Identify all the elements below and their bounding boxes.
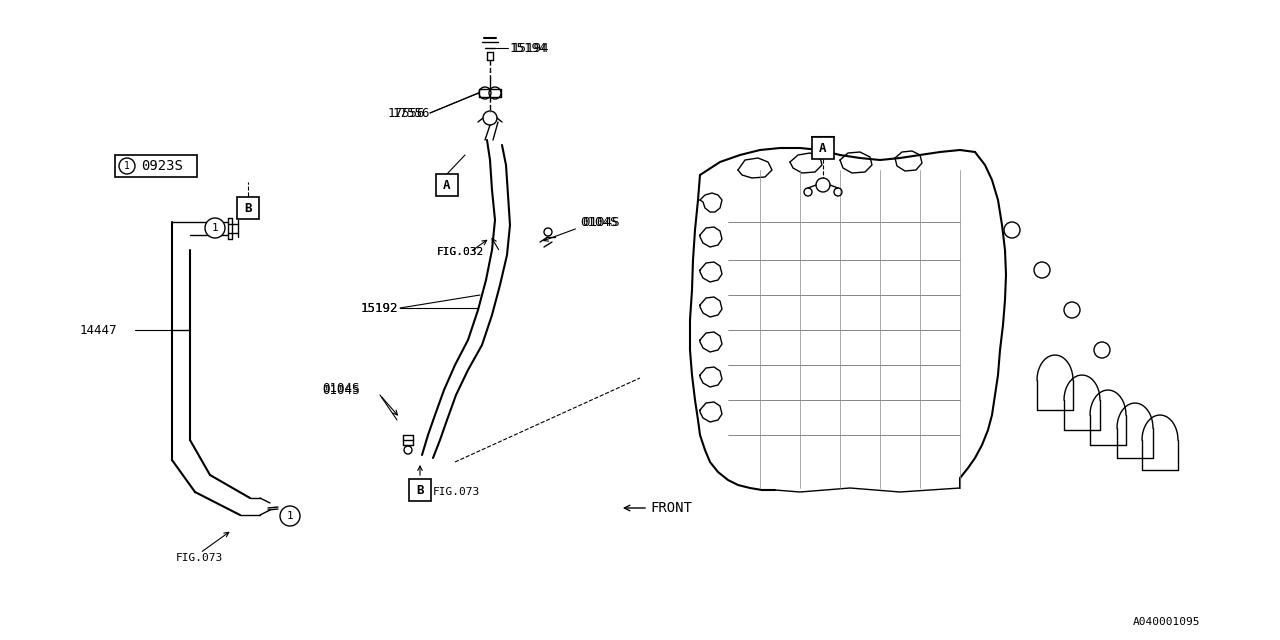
Text: FIG.073: FIG.073 xyxy=(433,487,480,497)
Text: 0104S: 0104S xyxy=(323,381,360,394)
Text: A040001095: A040001095 xyxy=(1133,617,1201,627)
Text: B: B xyxy=(416,483,424,497)
Text: 1: 1 xyxy=(124,161,131,171)
Text: 1: 1 xyxy=(211,223,219,233)
Text: 0104S: 0104S xyxy=(582,216,620,228)
Text: 15194: 15194 xyxy=(509,42,548,54)
Text: 0104S: 0104S xyxy=(580,216,617,228)
Text: 15192: 15192 xyxy=(361,301,398,314)
Bar xyxy=(410,479,431,501)
Circle shape xyxy=(119,158,134,174)
Text: 15194: 15194 xyxy=(512,42,549,54)
Text: FIG.032: FIG.032 xyxy=(436,247,484,257)
Bar xyxy=(237,197,259,219)
Bar xyxy=(115,155,197,177)
Text: 0104S: 0104S xyxy=(323,383,360,397)
Text: FIG.032: FIG.032 xyxy=(436,247,484,257)
Text: A: A xyxy=(819,141,827,154)
Text: 1: 1 xyxy=(287,511,293,521)
Bar xyxy=(436,174,458,196)
Bar xyxy=(812,137,835,159)
Circle shape xyxy=(205,218,225,238)
Text: 17556: 17556 xyxy=(388,106,425,120)
Text: 14447: 14447 xyxy=(81,323,118,337)
Text: B: B xyxy=(244,202,252,214)
Text: 0923S: 0923S xyxy=(141,159,183,173)
Text: FIG.073: FIG.073 xyxy=(177,553,223,563)
Text: FRONT: FRONT xyxy=(650,501,692,515)
Circle shape xyxy=(280,506,300,526)
Text: 15192: 15192 xyxy=(361,301,398,314)
Text: 17556: 17556 xyxy=(393,106,430,120)
Text: A: A xyxy=(443,179,451,191)
